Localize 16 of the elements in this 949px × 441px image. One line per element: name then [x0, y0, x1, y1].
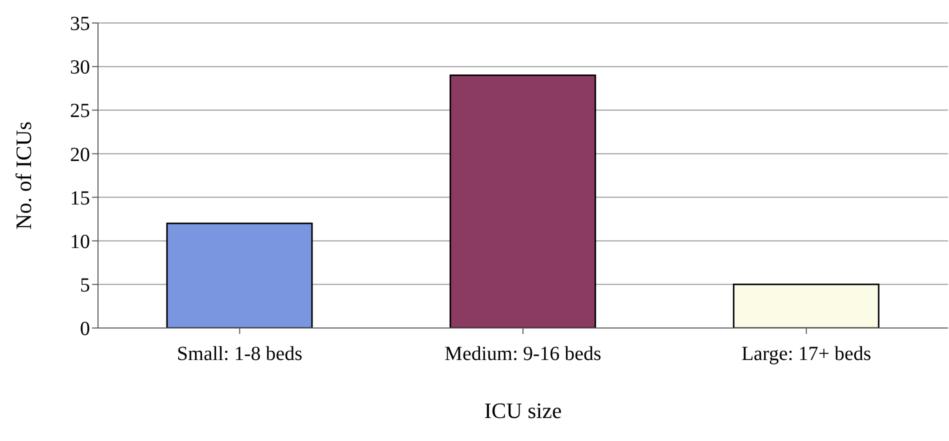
x-tick-label: Large: 17+ beds	[741, 343, 872, 366]
bar	[450, 74, 596, 328]
y-tick-label: 15	[70, 187, 90, 210]
y-tick-label: 10	[70, 230, 90, 253]
x-tick-label: Medium: 9-16 beds	[444, 343, 602, 366]
y-tick-label: 20	[70, 144, 90, 166]
y-tick-label: 0	[80, 318, 90, 340]
y-tick-label: 25	[70, 100, 90, 122]
x-tick-label: Small: 1-8 beds	[176, 343, 303, 366]
bar	[732, 284, 880, 328]
y-axis-title: No. of ICUs	[10, 121, 36, 230]
y-tick-label: 35	[70, 13, 90, 36]
x-axis-title: ICU size	[484, 398, 562, 423]
y-tick-label: 5	[80, 274, 90, 297]
y-tick-label: 30	[70, 56, 90, 79]
bar	[166, 222, 313, 328]
